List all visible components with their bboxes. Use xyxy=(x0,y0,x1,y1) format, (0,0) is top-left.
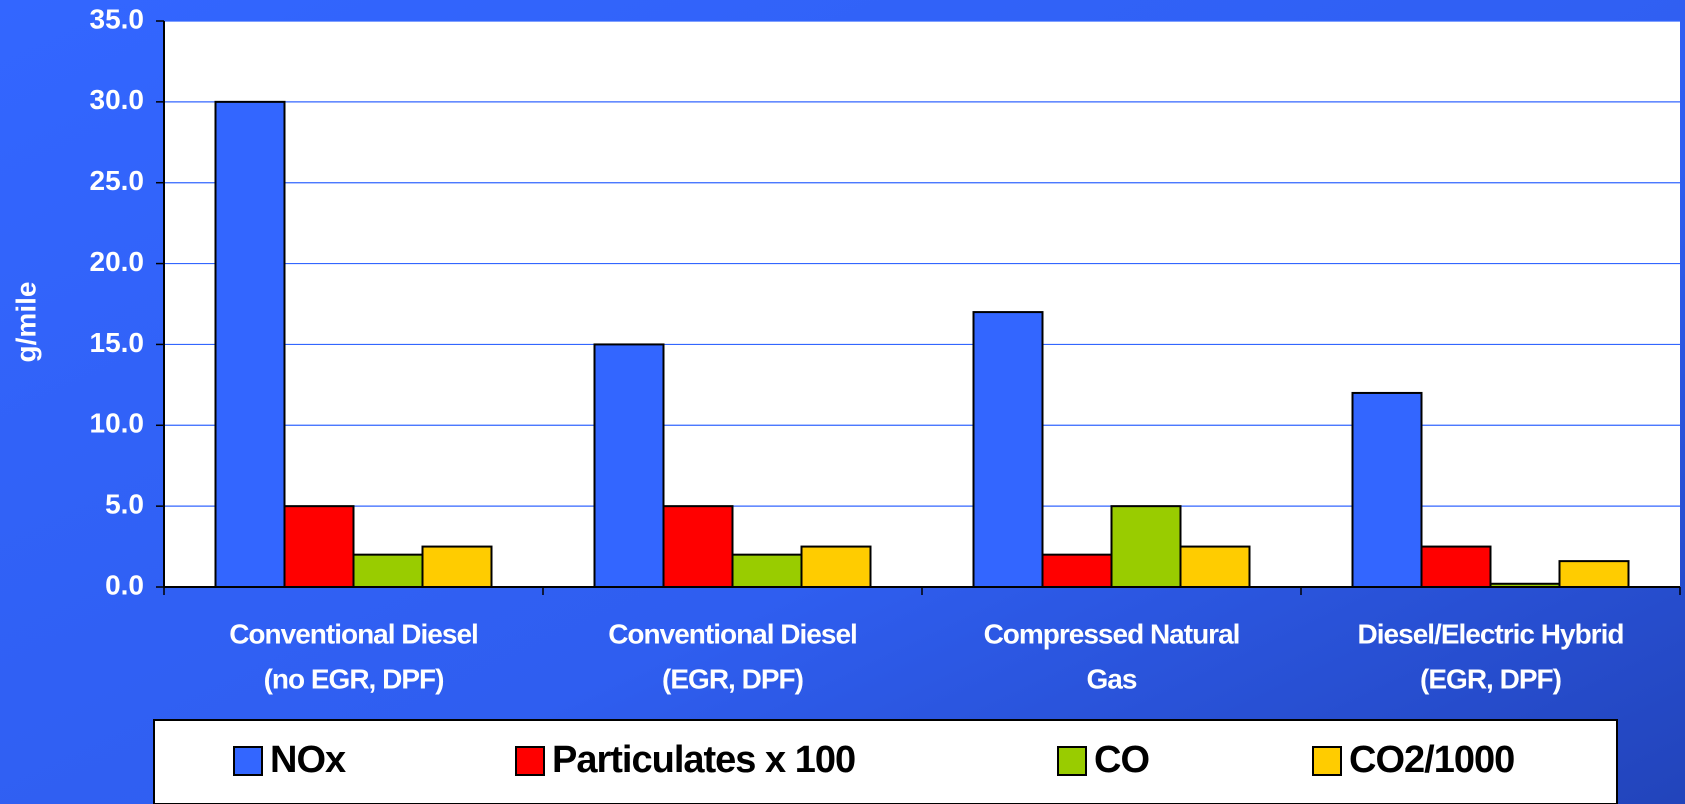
bar xyxy=(593,343,665,588)
bar xyxy=(731,553,803,589)
y-tick-label: 20.0 xyxy=(90,246,145,277)
bar xyxy=(1179,545,1251,588)
y-axis-label: g/mile xyxy=(10,282,41,363)
legend-label: Particulates x 100 xyxy=(552,739,855,781)
bar xyxy=(1420,545,1492,588)
x-tick-label: (no EGR, DPF) xyxy=(264,663,444,694)
x-tick-label: Gas xyxy=(1087,663,1137,694)
bar xyxy=(800,545,872,588)
bar xyxy=(972,311,1044,588)
x-tick-label: Compressed Natural xyxy=(984,618,1240,649)
x-tick-label: Conventional Diesel xyxy=(229,618,478,649)
legend-label: CO2/1000 xyxy=(1349,739,1514,781)
y-tick-label: 35.0 xyxy=(90,3,145,34)
y-tick-label: 25.0 xyxy=(90,165,145,196)
legend-swatch xyxy=(1057,746,1087,776)
y-tick-label: 30.0 xyxy=(90,84,145,115)
x-tick-label: Diesel/Electric Hybrid xyxy=(1358,618,1624,649)
legend-label: CO xyxy=(1094,739,1149,781)
bar xyxy=(1110,505,1182,588)
bar xyxy=(662,505,734,588)
plot-area xyxy=(164,21,1680,587)
bar xyxy=(421,545,493,588)
x-tick-label: Conventional Diesel xyxy=(608,618,857,649)
y-tick-label: 0.0 xyxy=(105,569,144,600)
legend-swatch xyxy=(1312,746,1342,776)
bar xyxy=(1558,560,1630,589)
y-tick-label: 15.0 xyxy=(90,327,145,358)
legend-swatch xyxy=(233,746,263,776)
x-tick-label: (EGR, DPF) xyxy=(1420,663,1561,694)
bar xyxy=(1041,553,1113,589)
legend-label: NOx xyxy=(270,739,346,781)
bar xyxy=(214,100,286,588)
x-tick-label: (EGR, DPF) xyxy=(662,663,803,694)
bar xyxy=(283,505,355,588)
legend xyxy=(153,719,1618,804)
bar xyxy=(352,553,424,589)
legend-swatch xyxy=(515,746,545,776)
y-tick-label: 10.0 xyxy=(90,408,145,439)
y-tick-label: 5.0 xyxy=(105,489,144,520)
bar xyxy=(1351,391,1423,589)
